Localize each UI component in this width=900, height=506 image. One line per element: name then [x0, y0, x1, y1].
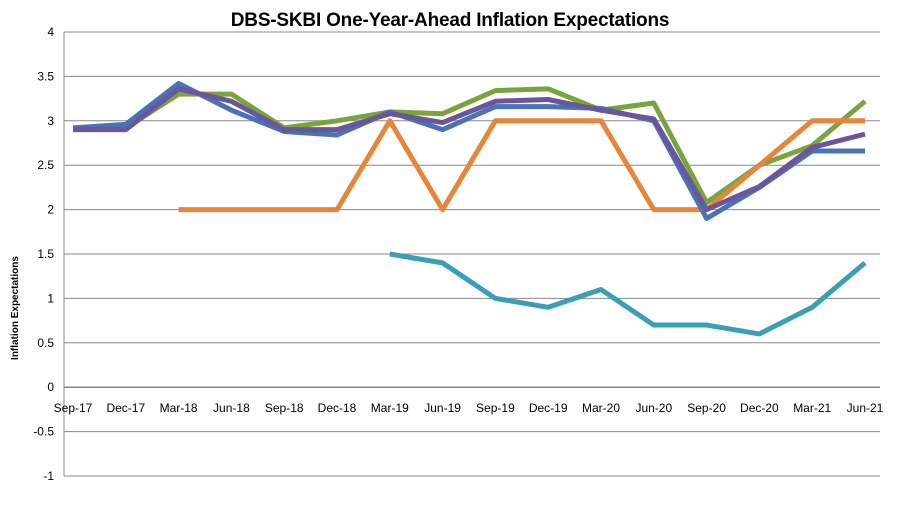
y-tick-label: -0.5 [33, 425, 54, 439]
x-tick-label: Dec-17 [106, 401, 145, 415]
y-tick-label: 1.5 [37, 247, 54, 261]
x-tick-label: Mar-21 [793, 401, 831, 415]
y-tick-labels: -1 -0.5 0 0.5 1 1.5 2 2.5 3 3.5 4 [33, 25, 54, 483]
series-line-2 [178, 118, 865, 213]
series-lines [72, 81, 867, 337]
x-tick-label: Mar-18 [160, 401, 198, 415]
x-tick-label: Jun-19 [424, 401, 461, 415]
x-tick-label: Sep-18 [265, 401, 304, 415]
x-tick-label: Mar-20 [582, 401, 620, 415]
x-tick-label: Sep-17 [54, 401, 93, 415]
y-tick-label: 3 [47, 114, 54, 128]
x-tick-label: Dec-18 [318, 401, 357, 415]
series-line-3 [389, 251, 867, 337]
y-tick-label: 3.5 [37, 69, 54, 83]
y-tick-label: 2 [47, 203, 54, 217]
y-tick-label: 4 [47, 25, 54, 39]
y-tick-label: 0.5 [37, 336, 54, 350]
axes [63, 32, 880, 476]
y-tick-label: -1 [43, 469, 54, 483]
x-tick-label: Jun-18 [213, 401, 250, 415]
x-tick-label: Dec-19 [529, 401, 568, 415]
chart-title: DBS-SKBI One-Year-Ahead Inflation Expect… [230, 10, 670, 31]
series-line-5 [73, 86, 866, 213]
x-tick-label: Mar-19 [371, 401, 409, 415]
x-tick-label: Dec-20 [740, 401, 779, 415]
x-tick-label: Jun-21 [847, 401, 884, 415]
y-tick-label: 1 [47, 291, 54, 305]
y-tick-label: 2.5 [37, 158, 54, 172]
y-tick-label: 0 [47, 380, 54, 394]
x-tick-label: Sep-19 [476, 401, 515, 415]
x-tick-labels: Sep-17 Dec-17 Mar-18 Jun-18 Sep-18 Dec-18 Mar-… [54, 401, 884, 415]
x-tick-label: Jun-20 [635, 401, 672, 415]
series-line-1 [72, 86, 867, 205]
x-tick-label: Sep-20 [687, 401, 726, 415]
y-axis-label: Inflation Expectations [10, 256, 21, 360]
